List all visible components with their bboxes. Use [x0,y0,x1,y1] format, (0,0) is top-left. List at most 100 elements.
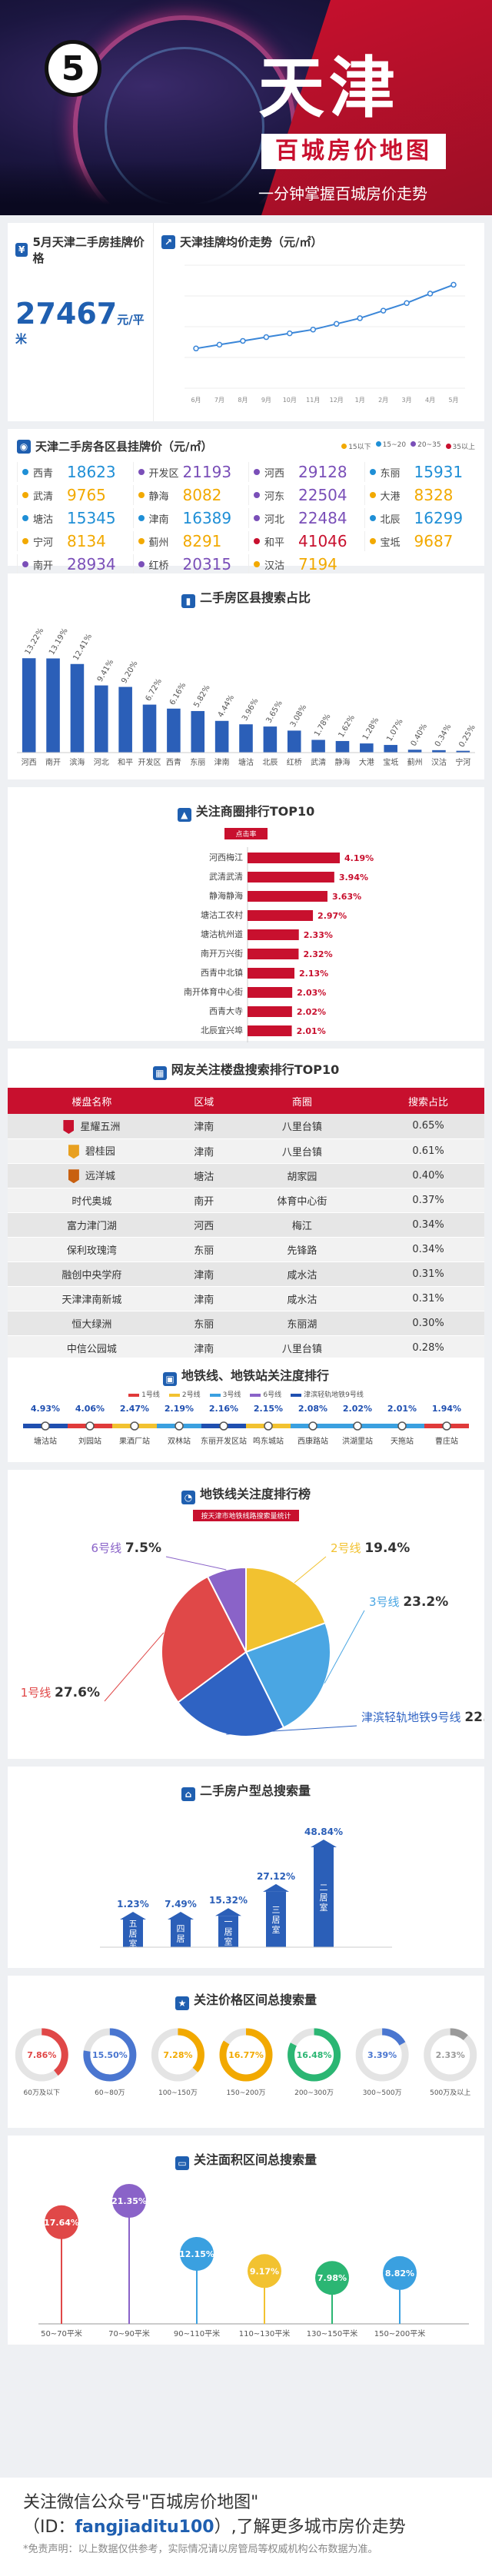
share-category-label: 滨海 [69,757,85,767]
share-category-label: 汉沽 [431,757,447,767]
estate-row: 星耀五洲 津南 八里台镇 0.65% [8,1114,484,1139]
estate-cell: 体育中心街 [231,1188,373,1213]
line-chart-icon: ↗ [161,234,175,249]
trend-x-tick: 9月 [261,397,271,404]
size-value: 17.64% [44,2218,79,2228]
share-value-label: 3.96% [241,697,260,723]
district-price-value: 41046 [298,532,347,550]
metro-station-dot [264,1421,273,1431]
metro-station-name: 西康路站 [298,1436,328,1446]
metro-line-note: 按天津市地铁线路搜索量统计 [193,1510,299,1521]
estate-rank-table: 楼盘名称 区域 商圈 搜索占比 星耀五洲 津南 八里台镇 0.65% 碧桂园 津南 八里台镇 0.6… [8,1088,484,1361]
estate-cell: 胡家园 [231,1163,373,1188]
share-category-label: 东丽 [190,757,205,767]
district-name: 大港 [380,490,401,503]
size-bubble [383,2255,417,2290]
district-name: 塘沽 [33,514,54,526]
house-type-label: 居 [177,1934,185,1944]
size-value: 21.35% [111,2196,147,2206]
area-size-chart: 17.64% 50~70平米 21.35% 70~90平米 12.15% 90~110平米… [38,2184,469,2338]
estate-cell: 南开 [175,1188,232,1213]
estate-row: 富力津门湖 河西 梅江 0.34% [8,1212,484,1238]
estate-header-cell: 搜索占比 [372,1088,484,1114]
metro-pie-value: 27.6% [55,1685,100,1700]
area-category-label: 武清武清 [209,872,243,882]
house-type-bar [266,1891,286,1947]
share-bar [456,750,470,753]
price-ring-fill [83,2028,137,2082]
share-value-label: 1.28% [361,716,381,742]
metro-pie-name: 2号线 [331,1541,364,1555]
area-value-label: 2.13% [299,969,328,979]
metro-station-dot [175,1421,184,1431]
district-price-value: 15345 [67,509,116,527]
price-trend-panel: ¥5月天津二手房挂牌价格 27467元/平米 ↗ 天津挂牌均价走势（元/㎡） 6月… [8,223,484,421]
house-type-label: 居 [129,1929,138,1939]
area-category-label: 西青中北镇 [201,967,243,978]
size-bubble [248,2254,281,2288]
house-icon: ⌂ [181,1787,195,1801]
metro-value-label: 4.06% [75,1404,105,1414]
estate-cell: 中信公园城 [8,1335,176,1361]
share-value-label: 0.34% [434,723,453,748]
estate-cell: 东丽湖 [231,1311,373,1336]
metro-line-panel: ◔ 地铁线关注度排行榜 按天津市地铁线路搜索量统计 6号线 7.5% 2号线 19.… [8,1470,492,1759]
metro-station-dot [397,1421,407,1431]
price-title: 5月天津二手房挂牌价格 [32,235,145,265]
area-bar [248,853,340,863]
area-top-legend: 点击率 [224,828,268,839]
district-price-value: 8082 [182,486,222,504]
district-price-value: 20315 [182,555,232,573]
share-bar [432,750,446,753]
price-range-category: 500万及以上 [430,2089,470,2097]
estate-row: 恒大绿洲 东丽 东丽湖 0.30% [8,1311,484,1336]
district-name: 红桥 [148,560,169,572]
house-type-label: 室 [224,1936,233,1947]
house-roof-shape [120,1912,146,1920]
area-top-title: 关注商圈排行TOP10 [195,804,315,819]
district-name: 宁河 [33,537,54,549]
tagline: 一分钟掌握百城房价走势 [258,184,427,203]
house-type-label: 三 [272,1905,281,1915]
metro-pie-leader [165,1556,227,1571]
district-price-item: 开发区 21193 [132,462,244,482]
share-bar [263,726,278,753]
estate-cell: 津南 [175,1261,232,1287]
area-category-label: 静海静海 [209,890,243,901]
trend-title: 天津挂牌均价走势（元/㎡） [180,235,323,249]
house-type-label: 四 [177,1924,185,1934]
estate-cell: 0.31% [372,1286,484,1311]
share-value-label: 3.65% [264,700,284,725]
share-category-label: 河西 [22,758,37,767]
footer-wechat-id[interactable]: fangjiaditu100 [75,2518,214,2537]
price-range-value: 2.33% [436,2050,465,2060]
size-category: 70~90平米 [108,2328,150,2338]
house-type-title: 二手房户型总搜索量 [199,1783,311,1798]
area-size-panel: ▭ 关注面积区间总搜索量 17.64% 50~70平米 21.35% 70~90平米 12… [8,2136,484,2345]
metro-value-label: 2.02% [343,1404,372,1414]
price-range-value: 3.39% [367,2050,397,2060]
district-name: 南开 [33,560,54,572]
metro-pie-name: 6号线 [91,1541,125,1555]
area-value-label: 2.33% [304,930,333,940]
city-title: 天津 [258,49,400,127]
district-share-title: 二手房区县搜索占比 [199,590,311,605]
size-category: 50~70平米 [41,2328,82,2338]
estate-cell: 0.34% [372,1212,484,1238]
footer-id-suffix: ）,了解更多城市房价走势 [214,2518,406,2537]
area-category-label: 塘沽杭州道 [201,929,243,939]
price-range-category: 200~300万 [294,2089,334,2097]
estate-cell: 天津津南新城 [8,1286,176,1311]
legend-item: 15~20 [375,441,406,451]
price-range-category: 60万及以下 [24,2089,60,2097]
district-name: 汉沽 [264,560,285,572]
area-top-panel: ▲ 关注商圈排行TOP10 点击率 河西梅江 4.19% 武清武清 3.94% 静海静海 3… [8,787,484,1042]
area-value-label: 2.01% [297,1026,326,1036]
legend-item: 15以下 [341,441,371,451]
metro-pie-label: 3号线 23.2% [369,1594,448,1610]
share-category-label: 宝坻 [383,757,398,767]
share-value-label: 9.41% [96,658,115,683]
estate-cell: 津南 [175,1286,232,1311]
price-ring-fill [219,2028,273,2082]
district-name: 宝坻 [380,537,401,549]
